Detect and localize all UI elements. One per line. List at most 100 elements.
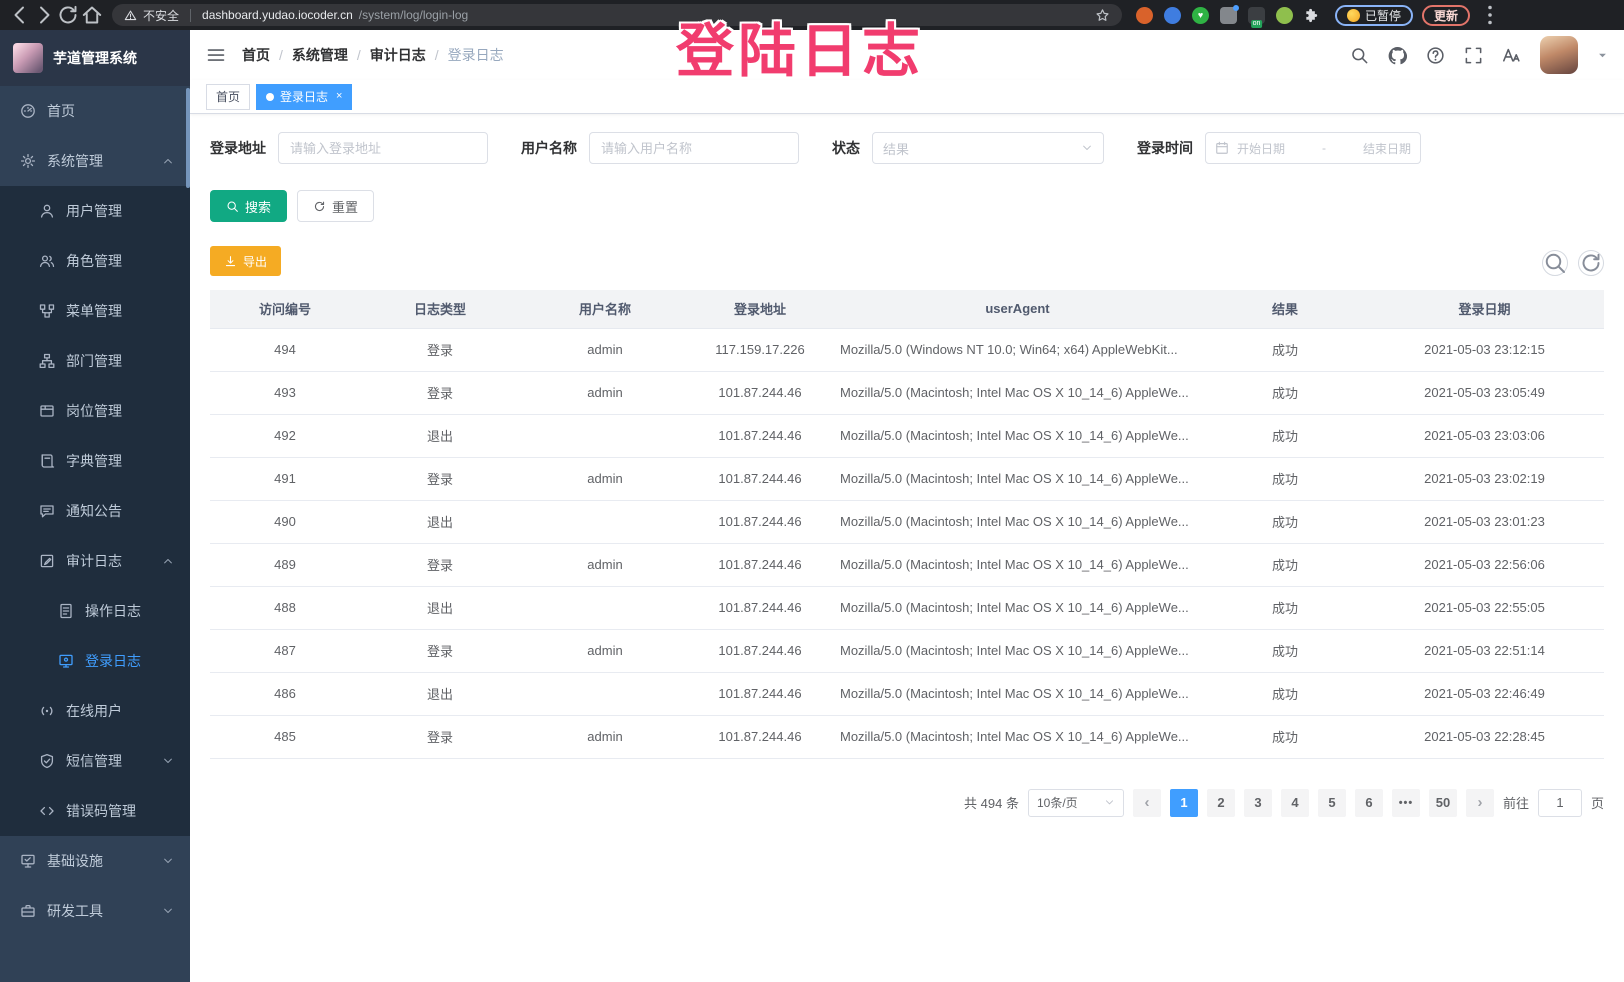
page-button-6[interactable]: 6 [1354,788,1383,817]
sidebar-item-9[interactable]: 审计日志 [0,536,190,586]
sidebar-item-15[interactable]: 基础设施 [0,836,190,886]
close-icon[interactable]: × [336,90,343,102]
export-button[interactable]: 导出 [210,246,282,276]
cell-username [520,500,690,544]
page-button-50[interactable]: 50 [1428,788,1457,817]
home-icon[interactable] [80,3,104,27]
sidebar-item-label: 基础设施 [47,853,103,869]
cell-username: admin [520,715,690,759]
extension-orange-icon[interactable] [1136,6,1153,24]
update-button[interactable]: 更新 [1422,4,1471,26]
table-row[interactable]: 490 退出 101.87.244.46 Mozilla/5.0 (Macintosh… [210,500,1604,544]
sidebar-item-4[interactable]: 菜单管理 [0,286,190,336]
sidebar-item-label: 操作日志 [85,603,141,619]
hamburger-icon[interactable] [206,45,226,65]
form-actions: 搜索 重置 [210,190,1604,222]
reload-icon[interactable] [56,3,80,27]
sidebar-item-0[interactable]: 首页 [0,86,190,136]
extension-list-on-icon[interactable]: on [1248,6,1265,28]
extension-puzzle-icon[interactable] [1304,7,1321,24]
tab-inactive[interactable]: 首页 [206,83,251,110]
cell-ip: 101.87.244.46 [690,457,830,501]
sidebar-item-1[interactable]: 系统管理 [0,136,190,186]
sidebar-item-10[interactable]: 操作日志 [0,586,190,636]
extension-green-heart-icon[interactable]: ♥ [1192,6,1209,24]
table-row[interactable]: 489 登录 admin 101.87.244.46 Mozilla/5.0 (Maci… [210,543,1604,587]
breadcrumb-item[interactable]: 首页 [242,47,270,63]
tab-active[interactable]: 登录日志 × [256,83,353,110]
table-row[interactable]: 487 登录 admin 101.87.244.46 Mozilla/5.0 (Maci… [210,629,1604,673]
back-icon[interactable] [8,3,32,27]
chevron-down-icon [162,755,174,767]
font-size-icon[interactable] [1502,46,1521,65]
url-bar[interactable]: 不安全 dashboard.yudao.iocoder.cn/system/lo… [112,4,1122,26]
table-row[interactable]: 493 登录 admin 101.87.244.46 Mozilla/5.0 (Maci… [210,371,1604,415]
cell-user_agent: Mozilla/5.0 (Macintosh; Intel Mac OS X 1… [830,672,1205,716]
table-row[interactable]: 491 登录 admin 101.87.244.46 Mozilla/5.0 (Maci… [210,457,1604,501]
table-row[interactable]: 486 退出 101.87.244.46 Mozilla/5.0 (Macintosh… [210,672,1604,716]
bookmark-icon[interactable] [1095,8,1110,23]
sidebar-item-label: 审计日志 [66,553,122,569]
date-range-picker[interactable]: 开始日期 - 结束日期 [1205,132,1421,164]
table-row[interactable]: 488 退出 101.87.244.46 Mozilla/5.0 (Macintosh… [210,586,1604,630]
breadcrumb-item[interactable]: 系统管理 [291,47,348,63]
cell-user_agent: Mozilla/5.0 (Macintosh; Intel Mac OS X 1… [830,715,1205,759]
extension-grid-icon[interactable] [1220,4,1239,24]
table-row[interactable]: 485 登录 admin 101.87.244.46 Mozilla/5.0 (Maci… [210,715,1604,759]
sidebar-item-2[interactable]: 用户管理 [0,186,190,236]
sidebar-logo[interactable]: 芋道管理系统 [0,30,190,86]
sidebar-item-label: 系统管理 [47,153,103,169]
page-button-2[interactable]: 2 [1206,788,1235,817]
next-page-button[interactable]: › [1465,788,1494,817]
goto-page-input[interactable] [1537,788,1582,817]
sidebar-item-5[interactable]: 部门管理 [0,336,190,386]
header-search-icon[interactable] [1350,46,1369,65]
help-icon[interactable] [1426,46,1445,65]
prev-page-button[interactable]: ‹ [1132,788,1161,817]
refresh-table-button[interactable] [1578,250,1604,276]
sidebar-item-12[interactable]: 在线用户 [0,686,190,736]
forward-icon[interactable] [32,3,56,27]
sidebar-item-3[interactable]: 角色管理 [0,236,190,286]
reset-button[interactable]: 重置 [297,190,375,222]
sidebar-item-11[interactable]: 登录日志 [0,636,190,686]
login-address-input[interactable] [278,132,488,164]
breadcrumb-item[interactable]: 审计日志 [369,47,426,63]
sidebar-scrollbar-thumb[interactable] [186,88,190,188]
table-row[interactable]: 494 登录 admin 117.159.17.226 Mozilla/5.0 (Win… [210,328,1604,372]
user-avatar[interactable] [1540,36,1578,74]
navbar-actions [1350,36,1608,74]
profile-paused-badge[interactable]: 已暂停 [1335,4,1414,26]
more-pages-button[interactable]: ••• [1391,788,1420,817]
start-date-placeholder: 开始日期 [1237,141,1286,156]
cell-id: 487 [210,629,360,673]
sidebar-item-label: 短信管理 [66,753,122,769]
cell-result: 成功 [1205,457,1365,501]
status-select[interactable]: 结果 [872,132,1104,164]
page-button-3[interactable]: 3 [1243,788,1272,817]
sidebar-item-7[interactable]: 字典管理 [0,436,190,486]
username-input[interactable] [589,132,799,164]
sidebar-item-16[interactable]: 研发工具 [0,886,190,936]
toggle-search-button[interactable] [1542,250,1568,276]
avatar-caret-icon[interactable] [1597,50,1608,61]
browser-menu-icon[interactable] [1478,3,1502,27]
sidebar-item-8[interactable]: 通知公告 [0,486,190,536]
extension-blue-diamond-icon[interactable] [1164,6,1181,24]
sidebar-item-6[interactable]: 岗位管理 [0,386,190,436]
page-button-5[interactable]: 5 [1317,788,1346,817]
fullscreen-icon[interactable] [1464,46,1483,65]
page-size-select[interactable]: 10条/页 [1027,788,1124,817]
search-button[interactable]: 搜索 [210,190,288,222]
table-row[interactable]: 492 退出 101.87.244.46 Mozilla/5.0 (Macintosh… [210,414,1604,458]
cell-ip: 101.87.244.46 [690,371,830,415]
page-button-4[interactable]: 4 [1280,788,1309,817]
cell-id: 490 [210,500,360,544]
sidebar-item-14[interactable]: 错误码管理 [0,786,190,836]
github-icon[interactable] [1388,46,1407,65]
sidebar-item-13[interactable]: 短信管理 [0,736,190,786]
page-button-1[interactable]: 1 [1169,788,1198,817]
active-dot [266,92,275,101]
extension-leaf-icon[interactable] [1276,6,1293,24]
form-icon [58,603,74,619]
